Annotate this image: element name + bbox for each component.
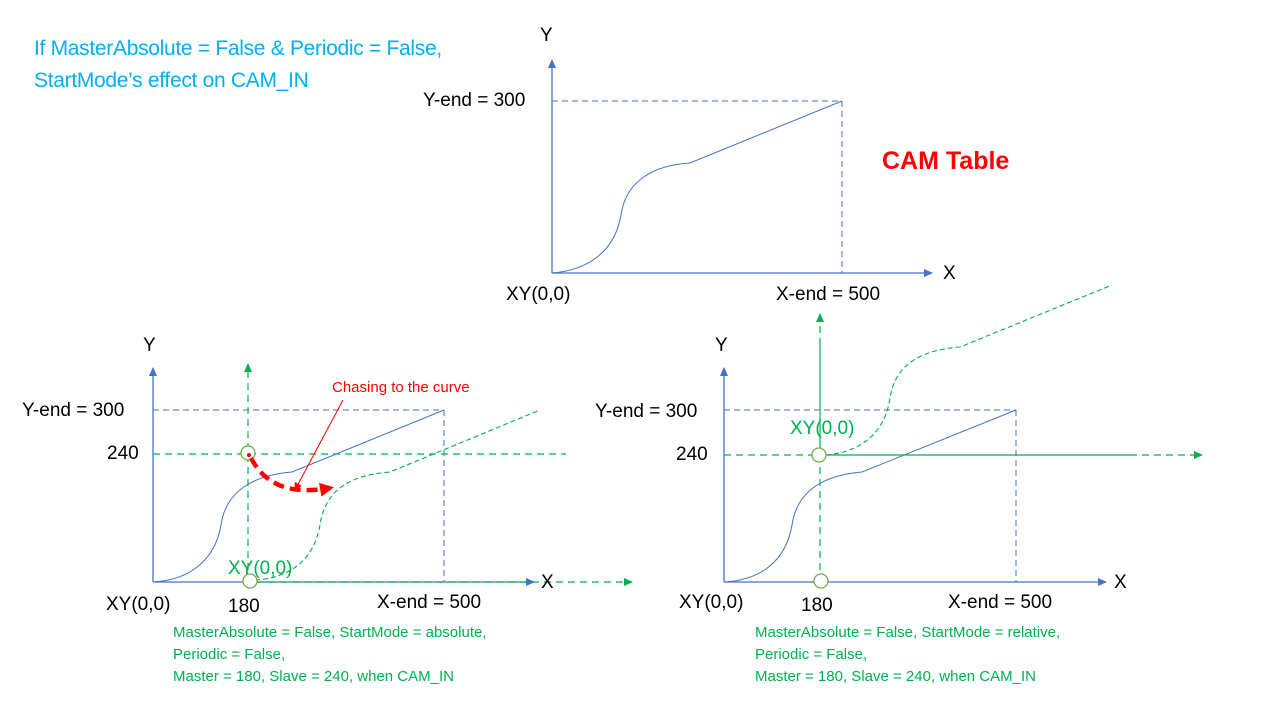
abs-caption: MasterAbsolute = False, StartMode = abso… xyxy=(173,622,487,688)
abs-origin-label: XY(0,0) xyxy=(106,594,171,615)
slide-title-line-2: StartMode’s effect on CAM_IN xyxy=(34,69,309,92)
abs-x-end-label: X-end = 500 xyxy=(377,592,482,613)
abs-cam-curve xyxy=(152,409,445,583)
rel-caption-line-2: Periodic = False, xyxy=(755,646,868,663)
cam-table-title: CAM Table xyxy=(882,147,1010,175)
abs-caption-line-2: Periodic = False, xyxy=(173,646,286,663)
rel-x-end-label: X-end = 500 xyxy=(948,592,1053,613)
abs-origin-marker xyxy=(242,573,258,589)
relative-mode-chart xyxy=(720,284,1203,589)
abs-caption-line-1: MasterAbsolute = False, StartMode = abso… xyxy=(173,624,487,641)
abs-shifted-curve xyxy=(254,409,541,581)
rel-origin-label: XY(0,0) xyxy=(679,592,744,613)
slide-title-line-1: If MasterAbsolute = False & Periodic = F… xyxy=(34,37,442,60)
abs-caption-line-3: Master = 180, Slave = 240, when CAM_IN xyxy=(173,668,454,685)
cam-profile-curve xyxy=(551,100,843,274)
rel-caption: MasterAbsolute = False, StartMode = rela… xyxy=(755,622,1060,688)
abs-240-label: 240 xyxy=(107,443,139,464)
rel-start-point-marker xyxy=(811,447,827,463)
cam-y-end-label: Y-end = 300 xyxy=(423,90,526,111)
chase-arrow xyxy=(249,456,334,497)
abs-start-dot xyxy=(247,453,251,457)
cam-x-end-label: X-end = 500 xyxy=(776,284,881,305)
abs-x-label: X xyxy=(541,572,554,593)
rel-cam-curve xyxy=(723,409,1017,583)
cam-table-chart xyxy=(548,59,933,277)
abs-shifted-origin-label: XY(0,0) xyxy=(228,558,293,579)
cam-origin-label: XY(0,0) xyxy=(506,284,571,305)
rel-240-label: 240 xyxy=(676,444,708,465)
rel-shifted-curve xyxy=(825,284,1113,456)
cam-x-label: X xyxy=(943,263,956,284)
abs-y-label: Y xyxy=(143,335,156,356)
rel-caption-line-3: Master = 180, Slave = 240, when CAM_IN xyxy=(755,668,1036,685)
cam-y-label: Y xyxy=(540,25,553,46)
rel-shifted-origin-label: XY(0,0) xyxy=(790,418,855,439)
chasing-annotation: Chasing to the curve xyxy=(332,379,470,396)
rel-x-label: X xyxy=(1114,572,1127,593)
abs-start-point-marker xyxy=(240,445,256,461)
rel-master-marker xyxy=(813,573,829,589)
annotation-pointer xyxy=(294,399,344,491)
rel-y-end-label: Y-end = 300 xyxy=(595,401,698,422)
rel-y-label: Y xyxy=(715,335,728,356)
rel-caption-line-1: MasterAbsolute = False, StartMode = rela… xyxy=(755,624,1061,641)
abs-180-label: 180 xyxy=(228,596,260,617)
rel-180-label: 180 xyxy=(801,595,833,616)
abs-y-end-label: Y-end = 300 xyxy=(22,400,125,421)
absolute-mode-chart xyxy=(149,363,633,589)
